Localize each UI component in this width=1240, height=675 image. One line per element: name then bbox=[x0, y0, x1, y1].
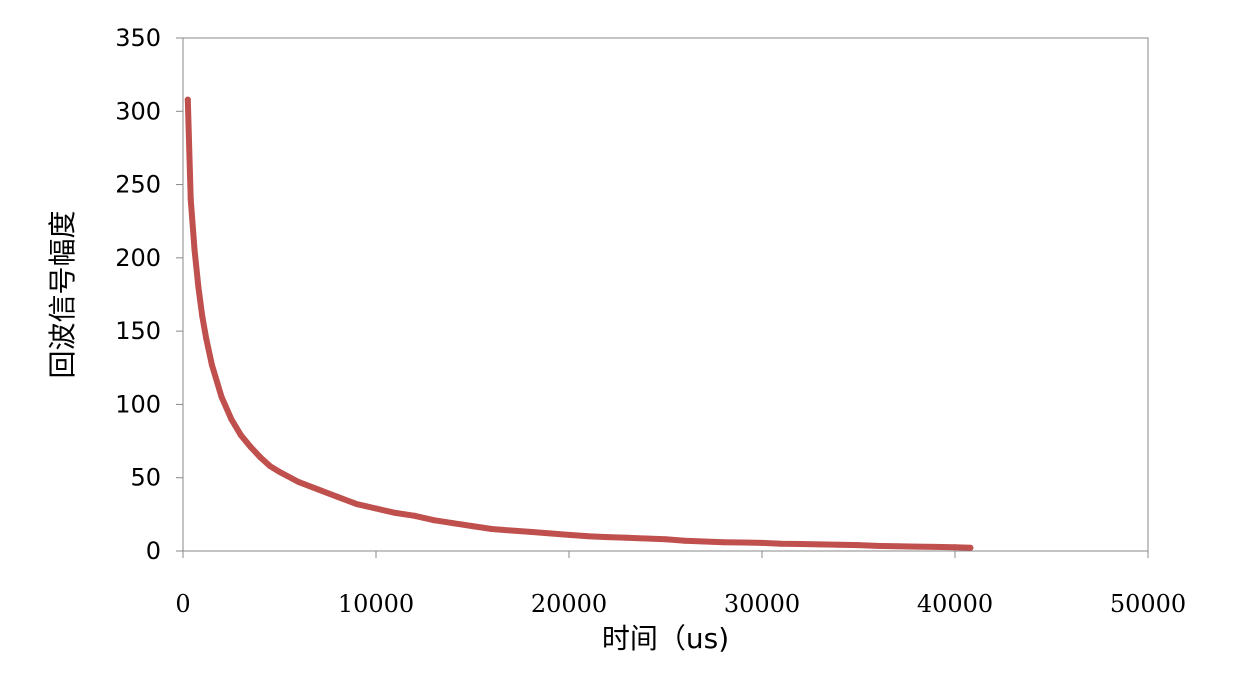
y-tick-label: 50 bbox=[130, 464, 161, 492]
data-point bbox=[184, 96, 191, 103]
data-point bbox=[195, 284, 202, 291]
data-point bbox=[353, 501, 360, 508]
data-point bbox=[218, 394, 225, 401]
data-point bbox=[874, 542, 881, 549]
data-point bbox=[266, 463, 273, 469]
x-tick-label: 20000 bbox=[531, 590, 607, 618]
data-point bbox=[662, 536, 669, 543]
data-point bbox=[208, 361, 215, 368]
data-point bbox=[836, 541, 843, 548]
data-point bbox=[952, 544, 958, 551]
x-tick-label: 40000 bbox=[917, 590, 993, 618]
data-point bbox=[247, 443, 254, 450]
data-point bbox=[276, 468, 283, 475]
data-point bbox=[257, 454, 264, 461]
x-tick-label: 30000 bbox=[724, 590, 800, 618]
data-point bbox=[585, 533, 592, 540]
x-tick-label: 0 bbox=[175, 590, 190, 618]
data-point bbox=[203, 335, 210, 342]
data-point bbox=[913, 543, 920, 550]
data-point bbox=[720, 539, 727, 546]
data-point bbox=[373, 505, 379, 512]
y-tick-label: 350 bbox=[115, 24, 161, 52]
data-point bbox=[237, 432, 244, 439]
plot-area-border bbox=[182, 37, 1149, 552]
data-point bbox=[228, 416, 235, 423]
data-point bbox=[411, 512, 418, 519]
data-point bbox=[967, 544, 974, 551]
data-point bbox=[604, 534, 611, 541]
x-tick-label: 10000 bbox=[338, 590, 414, 618]
data-point bbox=[739, 539, 746, 546]
data-point bbox=[191, 247, 198, 254]
data-point bbox=[295, 479, 302, 486]
data-point bbox=[894, 543, 901, 550]
data-point bbox=[778, 540, 785, 547]
data-point bbox=[527, 528, 534, 535]
data-point bbox=[334, 493, 341, 500]
y-tick-label: 0 bbox=[146, 537, 161, 565]
x-tick-label: 50000 bbox=[1110, 590, 1186, 618]
data-point bbox=[855, 542, 862, 549]
data-point bbox=[450, 520, 457, 527]
data-point bbox=[623, 534, 630, 541]
data-point bbox=[508, 527, 515, 534]
data-point bbox=[187, 196, 194, 203]
y-tick-label: 200 bbox=[115, 244, 161, 272]
data-point bbox=[797, 541, 804, 547]
data-point bbox=[392, 509, 399, 516]
data-point bbox=[315, 486, 322, 493]
data-point bbox=[566, 531, 572, 538]
series-line bbox=[184, 96, 974, 551]
y-tick-label: 250 bbox=[115, 171, 161, 199]
y-tick-label: 100 bbox=[115, 390, 161, 418]
data-point bbox=[816, 541, 823, 548]
data-point bbox=[546, 530, 553, 537]
data-point bbox=[701, 538, 708, 545]
x-axis-title: 时间（us) bbox=[602, 622, 729, 655]
data-point bbox=[681, 537, 688, 544]
data-point bbox=[643, 535, 650, 542]
data-point bbox=[199, 313, 206, 320]
y-axis-title: 回波信号幅度 bbox=[46, 210, 79, 378]
data-point bbox=[932, 543, 939, 550]
data-point bbox=[759, 539, 765, 546]
y-tick-label: 150 bbox=[115, 317, 161, 345]
data-point bbox=[430, 517, 437, 524]
y-tick-label: 300 bbox=[115, 97, 161, 125]
data-point bbox=[469, 523, 476, 530]
data-point bbox=[488, 526, 495, 532]
